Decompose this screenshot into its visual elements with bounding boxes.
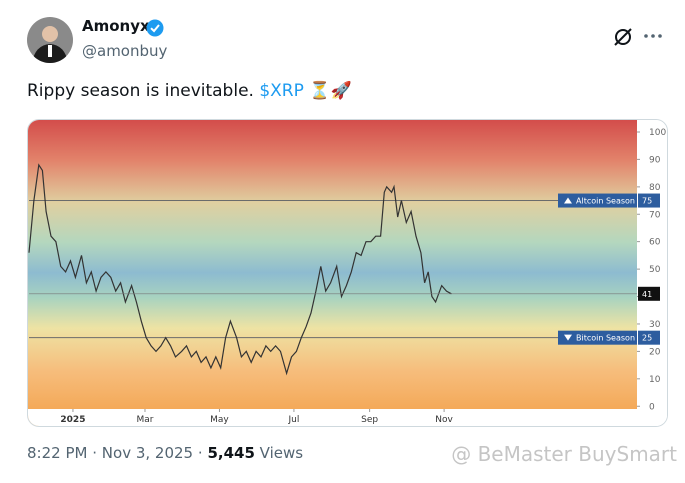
background [28,120,637,426]
last-value-label: 41 [642,290,652,299]
annotation-box [558,330,637,345]
date[interactable]: Nov 3, 2025 [101,444,194,462]
chart[interactable]: 01020304050607080901002025MarMayJulSepNo… [27,119,668,427]
views-count: 5,445 [207,444,255,462]
footer: 8:22 PM · Nov 3, 2025 · 5,445 Views [27,444,303,462]
sep: · [197,444,203,462]
annotation-box [558,193,637,208]
views-label: Views [259,444,304,462]
avatar[interactable] [27,17,73,63]
annotation-value: 25 [642,334,652,343]
y-tick-label: 20 [649,347,661,357]
verified-badge [146,19,164,37]
emoji: ⏳🚀 [309,81,352,101]
x-tick-label: May [210,415,229,425]
annotation-value: 75 [642,197,652,206]
x-tick-label: Jul [288,415,300,425]
watermark: @ BeMaster BuySmart [451,442,677,466]
sep: · [92,444,98,462]
x-tick-label: Sep [361,415,378,425]
text: Rippy season is inevitable. [27,81,254,101]
author-name[interactable]: Amonyx [82,17,150,35]
annotation-label: Bitcoin Season [576,334,635,343]
last-value-box [638,286,660,301]
annotation-label: Altcoin Season [576,197,635,206]
axis-bg [637,120,667,426]
y-tick-label: 80 [649,183,661,193]
cashtag[interactable]: $XRP [259,81,304,101]
annotation-arrow [564,334,572,341]
author-handle[interactable]: @amonbuy [82,42,168,60]
annotation-value-box [638,330,660,345]
y-tick-label: 50 [649,265,661,275]
x-tick-label: Nov [435,415,453,425]
y-tick-label: 90 [649,155,661,165]
y-tick-label: 10 [649,375,661,385]
tweet-text: Rippy season is inevitable. $XRP ⏳🚀 [27,81,352,101]
x-tick-label: 2025 [60,415,85,425]
grok-icon[interactable] [612,26,634,48]
more-icon[interactable] [643,32,663,40]
annotation-value-box [638,193,660,208]
y-tick-label: 0 [649,402,655,412]
time[interactable]: 8:22 PM [27,444,88,462]
x-tick-label: Mar [136,415,153,425]
data-line [28,163,452,376]
y-tick-label: 100 [649,128,666,138]
y-tick-label: 70 [649,210,661,220]
annotation-arrow [564,197,572,204]
y-tick-label: 60 [649,238,661,248]
y-tick-label: 30 [649,320,661,330]
axis-bg [28,409,667,426]
